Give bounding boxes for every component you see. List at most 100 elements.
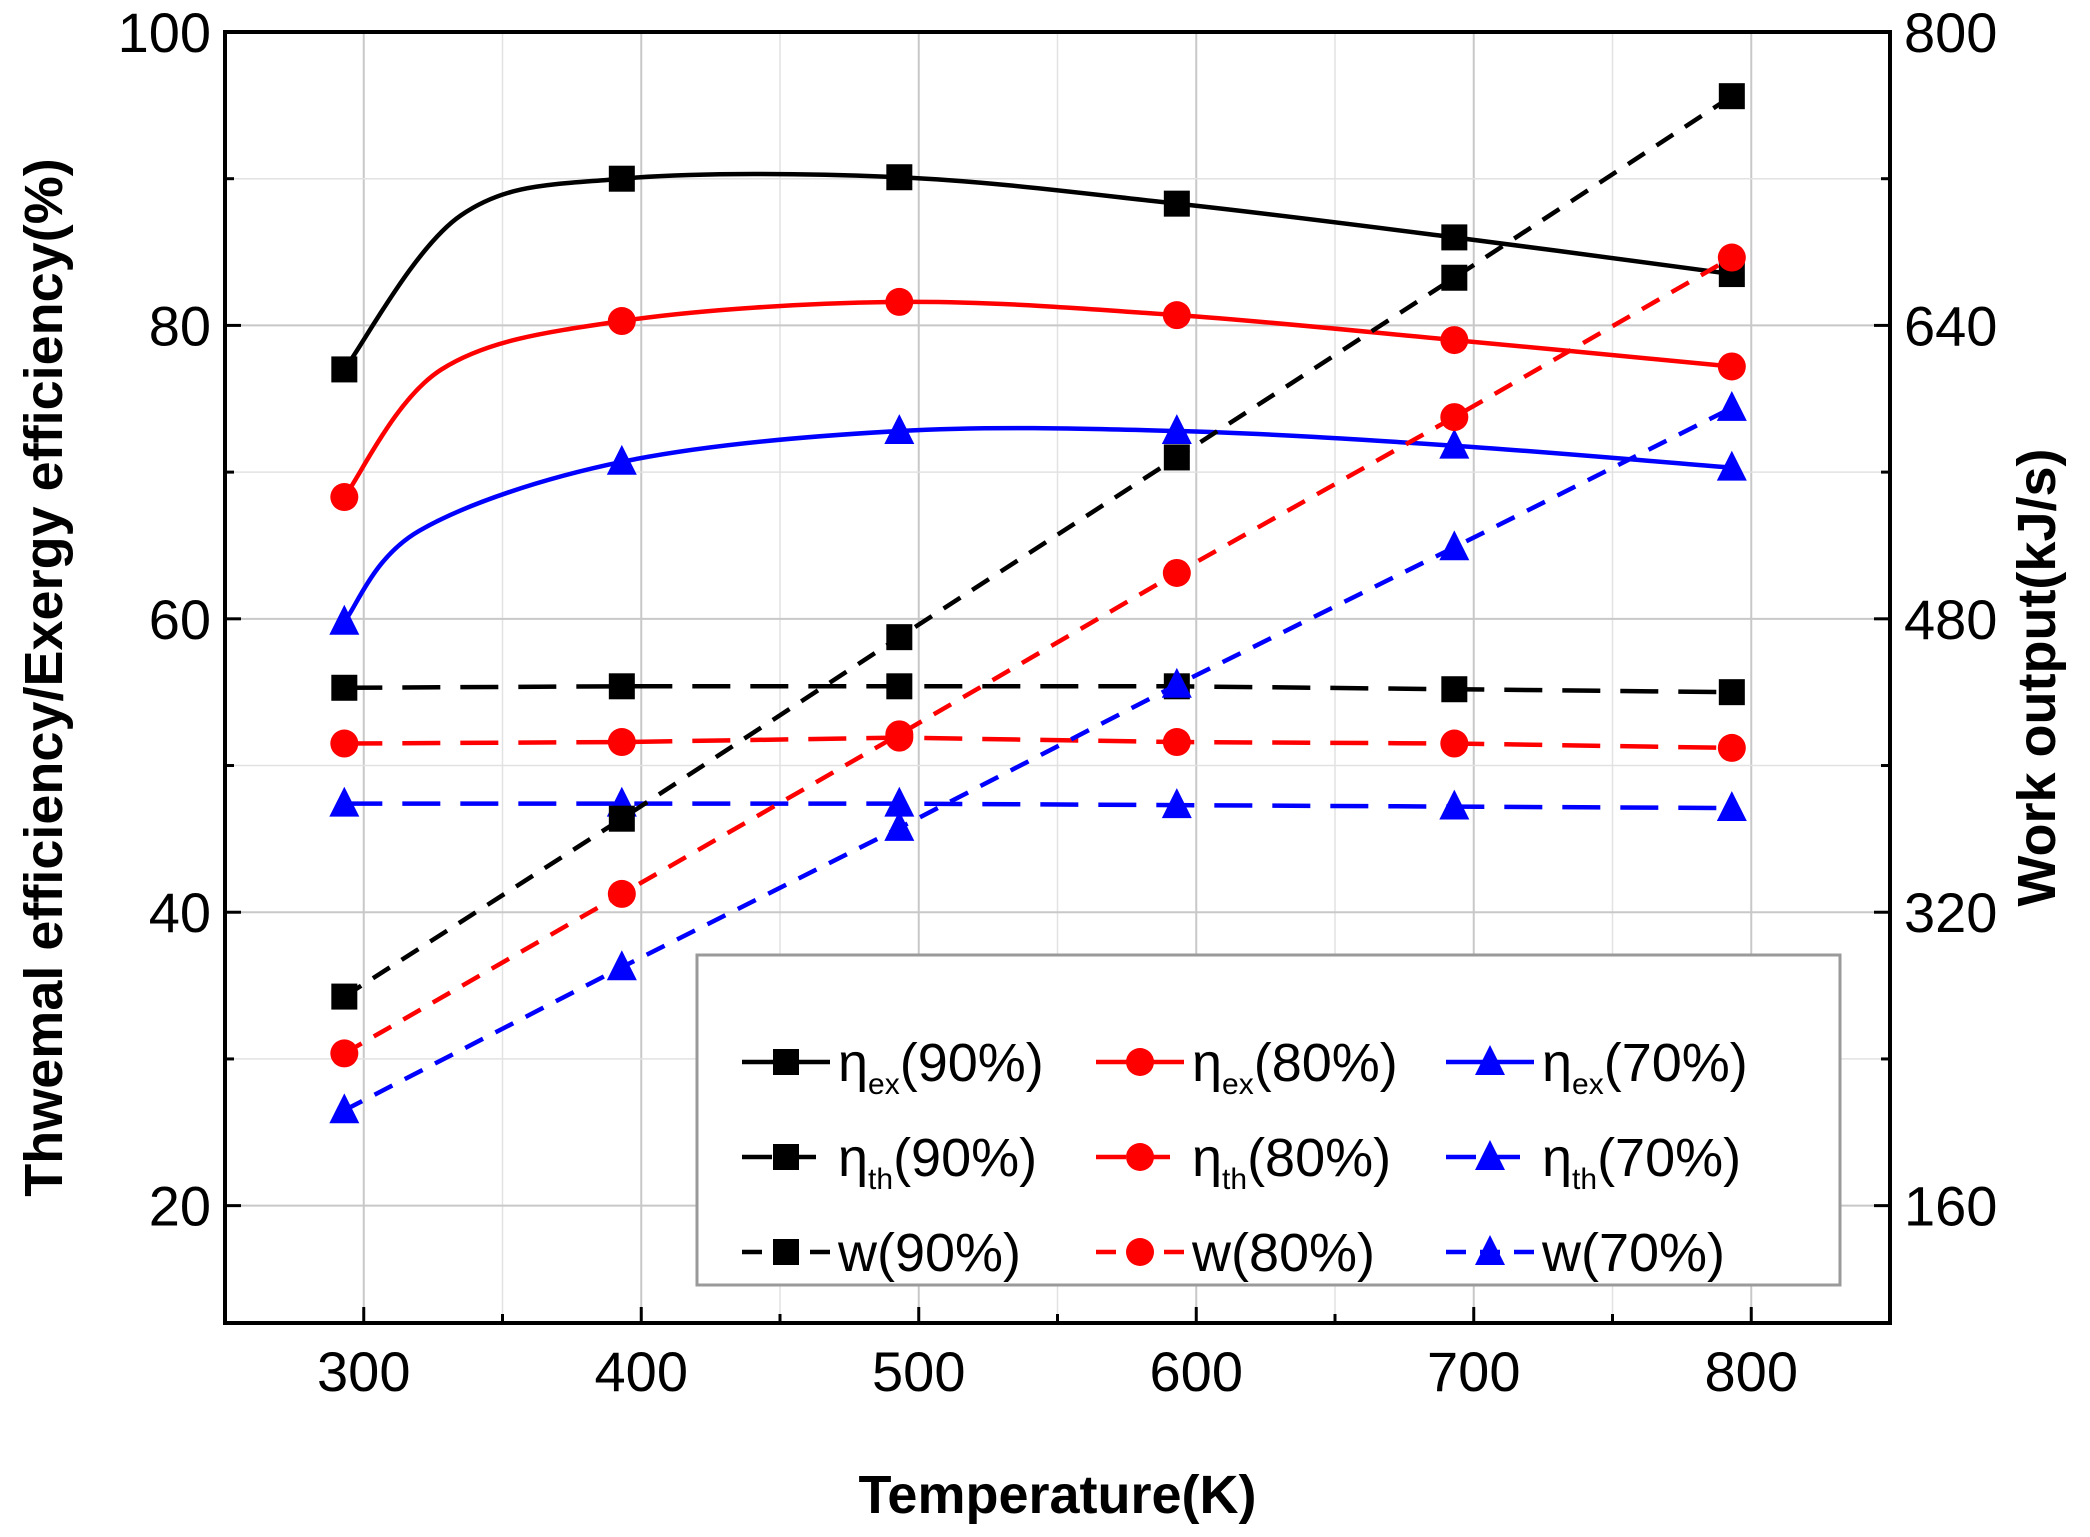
data-point — [331, 356, 358, 383]
data-point — [330, 1039, 359, 1068]
series-1 — [331, 164, 1745, 383]
data-point — [608, 673, 635, 700]
data-point — [606, 950, 637, 981]
legend-label: w(80%) — [1191, 1223, 1375, 1283]
legend-marker — [1475, 1045, 1505, 1075]
series-9 — [329, 390, 1747, 1124]
data-point — [1441, 264, 1468, 291]
series-7 — [331, 83, 1745, 1010]
legend-item: ηex(80%) — [1096, 1033, 1398, 1101]
y-tick-label: 20 — [149, 1175, 211, 1238]
series-3 — [329, 414, 1747, 635]
data-point — [606, 444, 637, 475]
series-6 — [329, 786, 1747, 822]
legend-marker — [1475, 1235, 1505, 1265]
series-line — [342, 299, 1733, 499]
y2-tick-label: 640 — [1904, 294, 1997, 357]
data-point — [1161, 667, 1192, 698]
data-point — [1161, 414, 1192, 444]
data-point — [329, 1093, 360, 1124]
data-point — [1162, 301, 1191, 330]
legend-item: ηth(90%) — [742, 1128, 1037, 1196]
legend-item: ηex(90%) — [742, 1033, 1044, 1101]
legend-label: w(70%) — [1541, 1223, 1725, 1283]
series-line — [344, 735, 1732, 751]
data-point — [1161, 788, 1192, 819]
x-tick-label: 600 — [1150, 1340, 1243, 1403]
data-point — [1439, 428, 1470, 459]
data-point — [331, 674, 358, 701]
data-point — [884, 810, 915, 841]
legend-label: w(90%) — [837, 1223, 1021, 1283]
legend-item: w(80%) — [1096, 1223, 1375, 1283]
series-layer — [329, 83, 1747, 1124]
data-point — [886, 624, 913, 651]
data-point — [331, 983, 358, 1010]
data-point — [1439, 530, 1470, 561]
legend-marker — [773, 1144, 799, 1170]
series-line — [343, 94, 1734, 999]
data-point — [1441, 224, 1468, 251]
legend-label: ηth(70%) — [1542, 1128, 1741, 1196]
data-point — [1717, 352, 1746, 381]
legend-label: ηex(90%) — [838, 1033, 1044, 1101]
data-point — [329, 604, 360, 635]
data-point — [1163, 190, 1190, 217]
x-tick-label: 700 — [1427, 1340, 1520, 1403]
data-point — [1716, 390, 1747, 421]
y2-tick-label: 800 — [1904, 1, 1997, 64]
x-tick-label: 300 — [317, 1340, 410, 1403]
data-point — [885, 287, 914, 316]
data-point — [1440, 326, 1469, 355]
series-5 — [330, 723, 1746, 762]
data-point — [330, 729, 359, 758]
legend-marker — [1126, 1048, 1154, 1076]
y-axis-title: Thwemal efficiency/Exergy efficiency(%) — [14, 158, 74, 1196]
data-point — [886, 164, 913, 191]
data-point — [1162, 558, 1191, 587]
x-tick-label: 500 — [872, 1340, 965, 1403]
legend-marker — [1126, 1143, 1154, 1171]
legend-item: ηex(70%) — [1446, 1033, 1748, 1101]
data-point — [1717, 733, 1746, 762]
series-8 — [330, 243, 1746, 1068]
legend-item: w(70%) — [1446, 1223, 1725, 1283]
data-point — [1716, 450, 1747, 481]
y2-tick-label: 160 — [1904, 1175, 1997, 1238]
y-tick-label: 100 — [118, 1, 211, 64]
data-point — [607, 307, 636, 336]
legend-label: ηex(80%) — [1192, 1033, 1398, 1101]
data-point — [329, 786, 360, 817]
legend-label: ηth(90%) — [838, 1128, 1037, 1196]
data-point — [330, 483, 359, 512]
data-point — [1162, 728, 1191, 757]
data-point — [1716, 791, 1747, 822]
legend-label: ηex(70%) — [1542, 1033, 1748, 1101]
legend-marker — [1126, 1238, 1154, 1266]
legend-marker — [773, 1049, 799, 1075]
data-point — [1717, 243, 1746, 272]
series-4 — [331, 673, 1745, 706]
series-line — [342, 171, 1733, 371]
legend-box — [695, 953, 1842, 1287]
x-tick-label: 400 — [595, 1340, 688, 1403]
data-point — [1718, 83, 1745, 110]
y2-tick-label: 480 — [1904, 588, 1997, 651]
data-point — [608, 165, 635, 192]
data-point — [1440, 403, 1469, 432]
series-line — [342, 425, 1732, 624]
legend-item: w(90%) — [742, 1223, 1021, 1283]
data-point — [1441, 676, 1468, 703]
data-point — [1439, 789, 1470, 820]
y-tick-label: 60 — [149, 588, 211, 651]
ticks-layer: 300 400 500 600 700 800 20 40 60 80 100 160 320 480 64… — [118, 1, 1998, 1403]
series-2 — [330, 287, 1746, 512]
x-axis-title: Temperature(K) — [858, 1465, 1256, 1525]
y2-axis-title: Work output(kJ/s) — [2007, 449, 2067, 907]
data-point — [608, 805, 635, 832]
legend-label: ηth(80%) — [1192, 1128, 1391, 1196]
series-line — [343, 255, 1733, 1056]
legend-marker — [773, 1239, 799, 1265]
series-line — [344, 684, 1732, 695]
